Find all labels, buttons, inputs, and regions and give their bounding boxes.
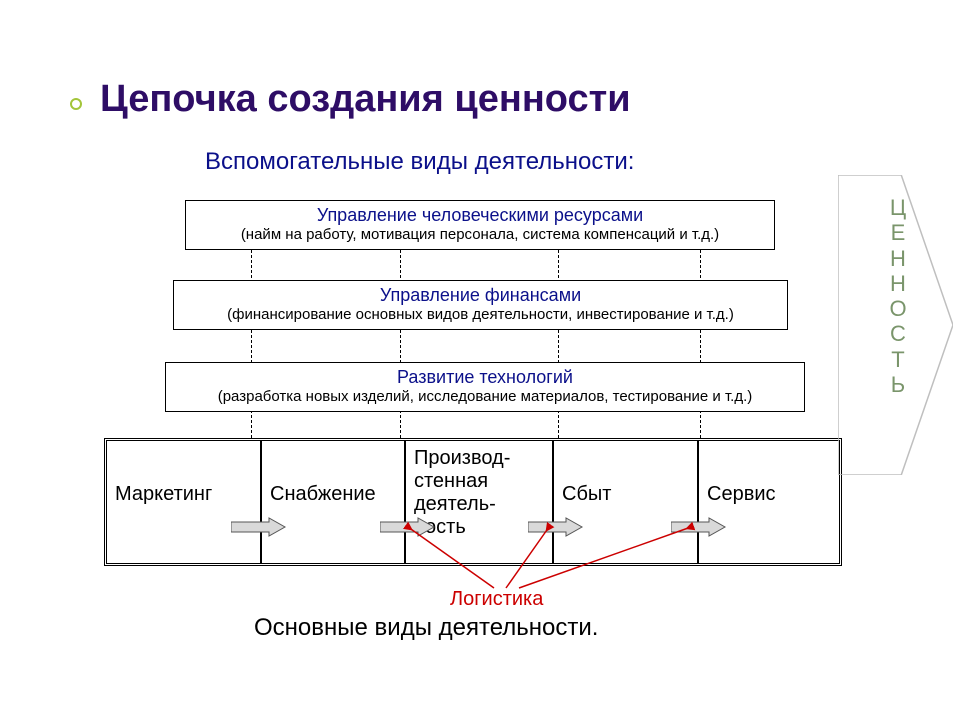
- support-desc: (финансирование основных видов деятельно…: [180, 306, 781, 323]
- primary-cell-service: Сервис: [698, 440, 840, 564]
- primary-label: Маркетинг: [115, 483, 212, 506]
- primary-label: Сбыт: [562, 483, 611, 506]
- primary-cell-production: Производ- стенная деятель- ность: [405, 440, 553, 564]
- flow-arrow-3: [671, 516, 727, 538]
- logistics-label: Логистика: [450, 588, 543, 611]
- primary-cell-sales: Сбыт: [553, 440, 698, 564]
- support-box-tech: Развитие технологий (разработка новых из…: [165, 362, 805, 412]
- support-desc: (найм на работу, мотивация персонала, си…: [192, 226, 768, 243]
- support-title: Развитие технологий: [172, 367, 798, 388]
- support-box-hr: Управление человеческими ресурсами (найм…: [185, 200, 775, 250]
- support-title: Управление финансами: [180, 285, 781, 306]
- slide-title: Цепочка создания ценности: [100, 78, 631, 121]
- primary-cell-supply: Снабжение: [261, 440, 405, 564]
- flow-arrow-0: [231, 516, 287, 538]
- subtitle-top: Вспомогательные виды деятельности:: [205, 148, 634, 176]
- title-bullet: [70, 98, 82, 110]
- primary-cell-marketing: Маркетинг: [106, 440, 261, 564]
- bottom-label: Основные виды деятельности.: [254, 614, 598, 642]
- support-box-finance: Управление финансами (финансирование осн…: [173, 280, 788, 330]
- flow-arrow-2: [528, 516, 584, 538]
- support-title: Управление человеческими ресурсами: [192, 205, 768, 226]
- primary-label: Сервис: [707, 483, 776, 506]
- value-vertical-label: ЦЕННОСТЬ: [886, 195, 910, 397]
- primary-label: Снабжение: [270, 483, 376, 506]
- flow-arrow-1: [380, 516, 436, 538]
- support-desc: (разработка новых изделий, исследование …: [172, 388, 798, 405]
